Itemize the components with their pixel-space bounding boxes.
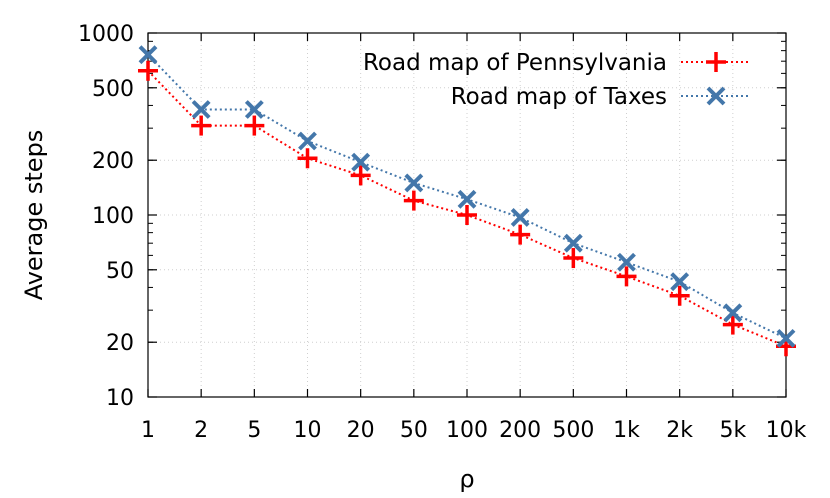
- series-1-point: [669, 285, 690, 306]
- x-tick-label: 10: [294, 418, 322, 443]
- x-tick-label: 5k: [719, 418, 746, 443]
- series-1-point: [191, 115, 212, 136]
- series-2-point: [457, 189, 477, 209]
- series-2-point: [723, 303, 743, 323]
- series-1-point: [563, 248, 584, 269]
- x-tick-label: 50: [400, 418, 428, 443]
- x-tick-label: 5: [247, 418, 261, 443]
- y-tick-label: 50: [106, 259, 134, 284]
- x-tick-label: 1: [141, 418, 155, 443]
- legend-label-1: Road map of Pennsylvania: [363, 50, 667, 76]
- y-axis-label: Average steps: [20, 130, 48, 301]
- series-2-point: [510, 207, 530, 227]
- legend-marker-1: [706, 52, 726, 72]
- series-2-point: [138, 45, 158, 65]
- series-2-point: [563, 233, 583, 253]
- y-tick-label: 10: [106, 386, 134, 411]
- x-tick-label: 2: [194, 418, 208, 443]
- series-1-point: [722, 314, 743, 335]
- series-2-point: [404, 173, 424, 193]
- y-tick-label: 20: [106, 331, 134, 356]
- grid-lines: [148, 33, 786, 397]
- x-tick-label: 2k: [666, 418, 693, 443]
- y-tick-label: 200: [92, 149, 134, 174]
- x-tick-label: 20: [347, 418, 375, 443]
- series-1-point: [244, 115, 265, 136]
- legend: Road map of Pennsylvania Road map of Taxe…: [363, 50, 751, 110]
- y-tick-label: 100: [92, 204, 134, 229]
- series-group: [138, 45, 796, 357]
- series-1-point: [510, 224, 531, 245]
- y-tick-label: 1000: [78, 22, 134, 47]
- x-tick-label: 100: [446, 418, 488, 443]
- x-tick-label: 10k: [766, 418, 807, 443]
- series-2-point: [351, 152, 371, 172]
- x-axis-label: ρ: [459, 465, 474, 493]
- series-2-point: [191, 100, 211, 119]
- series-1-point: [138, 60, 158, 81]
- y-tick-label: 500: [92, 77, 134, 102]
- legend-label-2: Road map of Taxes: [451, 84, 667, 110]
- series-2-point: [298, 131, 317, 151]
- series-2-point: [617, 252, 636, 272]
- axis-ticks: 1 2 5 10 20 50 100 200 500 1k 2k 5k 10k 10 20 50 100 200 5…: [78, 22, 807, 443]
- legend-marker-2: [706, 86, 726, 106]
- series-2-point: [670, 272, 690, 292]
- series-2-point: [776, 328, 796, 348]
- series-1-point: [297, 148, 318, 169]
- x-tick-label: 500: [552, 418, 594, 443]
- series-1-point: [403, 190, 424, 211]
- series-1-point: [457, 205, 477, 225]
- series-2-point: [244, 100, 264, 119]
- series-1-point: [616, 266, 637, 287]
- series-1-point: [350, 165, 371, 186]
- x-tick-label: 1k: [613, 418, 640, 443]
- x-tick-label: 200: [499, 418, 541, 443]
